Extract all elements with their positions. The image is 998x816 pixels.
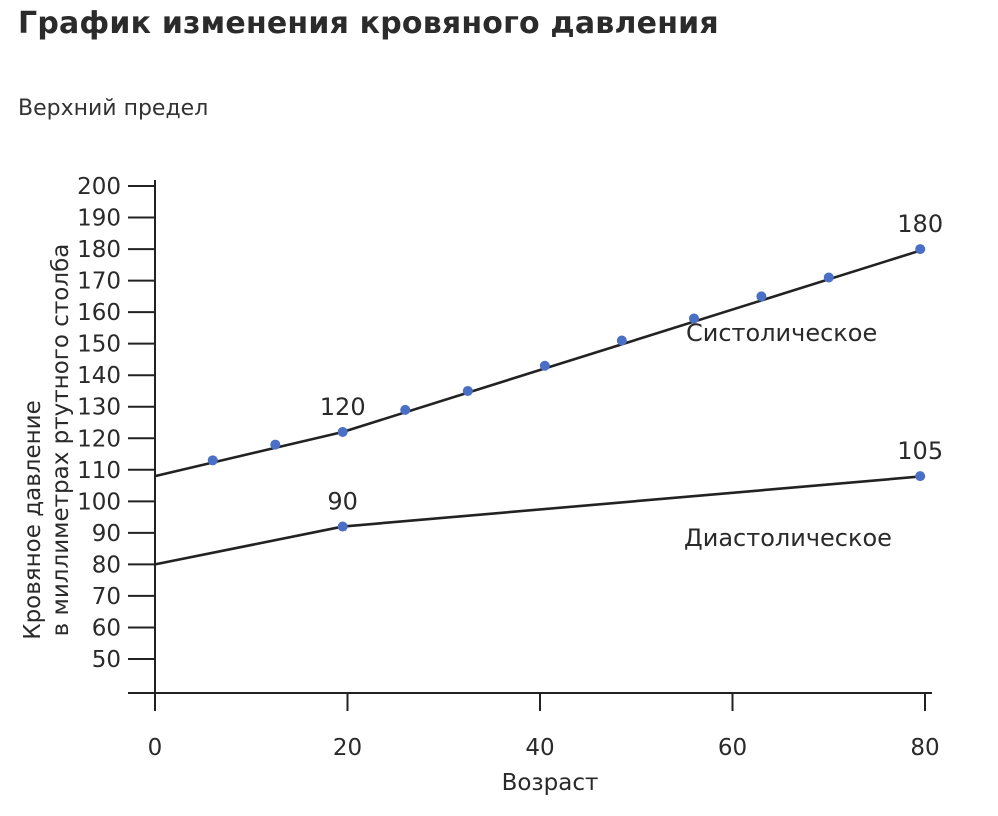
y-tick-label: 160: [77, 300, 121, 326]
data-label: 105: [897, 437, 943, 465]
y-tick-label: 150: [77, 332, 121, 358]
data-point: [400, 404, 411, 415]
chart-labels: Возраст Кровяное давление в миллиметрах …: [20, 210, 943, 796]
series-label-systolic: Систолическое: [686, 319, 877, 347]
x-tick-label: 0: [148, 735, 163, 761]
y-tick-label: 50: [92, 647, 121, 673]
y-tick-label: 70: [92, 584, 121, 610]
data-point: [337, 426, 348, 437]
data-point: [207, 455, 218, 466]
data-point: [689, 313, 699, 324]
y-tick-label: 180: [77, 237, 121, 263]
data-point: [462, 385, 473, 396]
data-label: 120: [320, 393, 366, 421]
chart-subtitle: Верхний предел: [18, 96, 209, 121]
x-tick-label: 60: [718, 735, 747, 761]
data-point: [756, 291, 767, 302]
y-tick-label: 60: [92, 615, 121, 641]
axes: 50 60 70 80 90 100 110 120 130 140 150 160 170 180 190…: [77, 174, 940, 761]
y-tick-label: 100: [77, 489, 121, 515]
y-tick-label: 140: [77, 363, 121, 389]
y-tick-label: 130: [77, 395, 121, 421]
y-tick-label: 110: [77, 458, 121, 484]
y-tick-label: 190: [77, 206, 121, 232]
y-axis-label-line-2: в миллиметрах ртутного столба: [48, 244, 74, 637]
y-tick-label: 80: [92, 552, 121, 578]
series-label-diastolic: Диастолическое: [684, 524, 892, 552]
data-label: 180: [897, 210, 943, 238]
x-tick-label: 40: [525, 735, 554, 761]
y-axis-label-line-1: Кровяное давление: [20, 400, 46, 640]
data-point: [616, 335, 627, 346]
series-line-0: [154, 247, 926, 478]
chart-title: График изменения кровяного давления: [18, 6, 719, 41]
data-point: [337, 521, 348, 532]
y-tick-label: 200: [77, 174, 121, 200]
y-tick-label: 120: [77, 426, 121, 452]
x-axis-label: Возраст: [502, 770, 599, 796]
data-point: [915, 244, 926, 255]
x-tick-label: 20: [333, 735, 362, 761]
y-tick-label: 90: [92, 521, 121, 547]
x-tick-label: 80: [910, 735, 939, 761]
data-point: [823, 272, 834, 283]
series-points: [207, 244, 926, 532]
data-point: [270, 439, 281, 450]
data-label: 90: [327, 488, 358, 516]
data-point: [539, 360, 550, 371]
y-tick-label: 170: [77, 269, 121, 295]
series-lines: [154, 247, 926, 566]
data-point: [915, 471, 926, 482]
